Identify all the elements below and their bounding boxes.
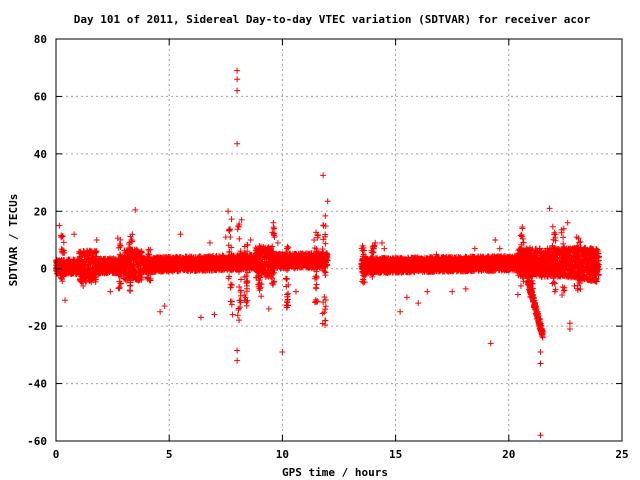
data-point xyxy=(138,274,145,281)
grid-lines xyxy=(56,39,622,441)
chart-title: Day 101 of 2011, Sidereal Day-to-day VTE… xyxy=(74,13,591,26)
data-point xyxy=(93,253,100,260)
data-point xyxy=(138,249,145,256)
data-point xyxy=(123,278,130,285)
data-points xyxy=(53,67,603,439)
data-point xyxy=(93,248,100,255)
